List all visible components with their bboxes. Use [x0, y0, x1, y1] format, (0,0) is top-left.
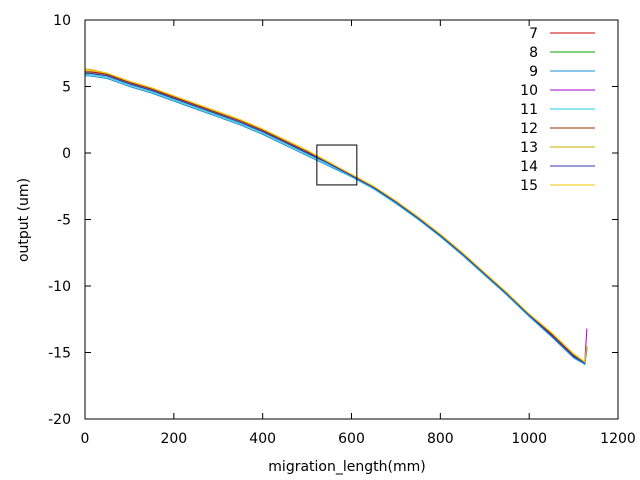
legend-label: 11 — [520, 102, 538, 118]
series-line-8 — [85, 72, 588, 366]
annotation-box — [316, 144, 358, 186]
x-tick-label: 400 — [249, 431, 276, 447]
series-line-11 — [85, 74, 588, 366]
y-tick-label: -10 — [48, 279, 71, 295]
x-tick-label: 200 — [160, 431, 187, 447]
series-line-10 — [85, 71, 588, 365]
legend-label: 9 — [529, 64, 538, 80]
legend-label: 14 — [520, 159, 538, 175]
series-line-14 — [85, 72, 588, 364]
y-tick-label: 10 — [53, 13, 71, 29]
x-tick-label: 0 — [81, 431, 90, 447]
plot-frame — [84, 19, 619, 420]
y-tick-label: 0 — [62, 146, 71, 162]
y-tick-label: -15 — [48, 346, 71, 362]
legend-label: 7 — [529, 26, 538, 42]
x-tick-label: 800 — [427, 431, 454, 447]
y-axis-label: output (um) — [16, 178, 32, 262]
y-tick-label: -20 — [48, 412, 71, 428]
y-tick-label: -5 — [57, 213, 71, 229]
legend-label: 8 — [529, 45, 538, 61]
series-line-7 — [85, 70, 588, 365]
series-line-9 — [85, 75, 588, 366]
series-line-15 — [85, 70, 588, 363]
x-tick-label: 1000 — [511, 431, 547, 447]
series-layer — [85, 68, 588, 366]
x-tick-label: 1200 — [600, 431, 636, 447]
legend: 7 8 9 10 11 12 13 14 15 — [520, 26, 595, 194]
legend-label: 10 — [520, 83, 538, 99]
y-tick-label: 5 — [62, 80, 71, 96]
x-tick-label: 600 — [338, 431, 365, 447]
x-axis-label: migration_length(mm) — [268, 459, 425, 475]
ticks-layer: 0 200 400 600 800 1000 1200 10 5 0 -5 -10 -15 -20 — [48, 13, 636, 447]
legend-label: 13 — [520, 140, 538, 156]
series-line-12 — [85, 71, 588, 365]
legend-label: 12 — [520, 121, 538, 137]
series-line-13 — [85, 68, 588, 363]
legend-label: 15 — [520, 178, 538, 194]
